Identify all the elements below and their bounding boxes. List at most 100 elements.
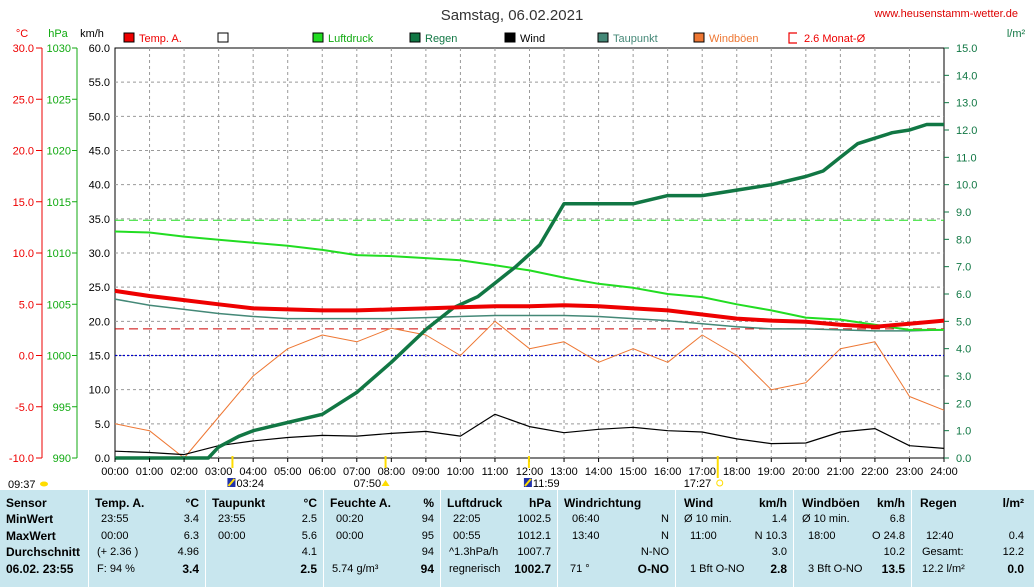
x-tick-label: 16:00 <box>654 466 682 478</box>
rain-total-value: 12.2 <box>1002 546 1024 558</box>
sun-icon <box>40 481 48 487</box>
temp-unit: °C <box>185 496 199 510</box>
legend-label: Taupunkt <box>613 33 658 45</box>
weather-chart: 00:00 01:00 02:00 03:00 04:00 05:00 06:00 07:00… <box>8 7 1026 490</box>
series-line-taupunkt <box>114 298 945 332</box>
humidity-min-time: 00:20 <box>336 513 364 525</box>
pressure-forecast: regnerisch <box>449 563 501 575</box>
pressure-max-value: 1012.1 <box>517 530 551 542</box>
winddir-column: Windrichtung 06:40 N 13:40 N N-NO 71 ° O… <box>558 490 675 587</box>
dew-max-time: 00:00 <box>218 530 246 542</box>
x-tick-label: 04:00 <box>239 466 267 478</box>
chart-axes: 00:00 01:00 02:00 03:00 04:00 05:00 06:00 07:00… <box>9 28 1026 478</box>
legend-swatch <box>693 32 705 43</box>
current-date: 06.02. 23:55 <box>6 562 74 576</box>
wind-tick-label: 45.0 <box>89 146 110 158</box>
dew-current-value: 2.5 <box>300 562 317 576</box>
pressure-column: Luftdruck hPa 22:05 1002.5 00:55 1012.1 … <box>441 490 557 587</box>
x-tick-label: 21:00 <box>827 466 855 478</box>
sensor-header: Sensor <box>6 496 47 510</box>
dew-max-value: 5.6 <box>301 530 317 542</box>
rain-max-time: 12:40 <box>926 530 954 542</box>
sun-event-label: 11:59 <box>533 478 560 490</box>
rain-tick-label: 14.0 <box>956 70 977 82</box>
humidity-max-time: 00:00 <box>336 530 364 542</box>
rain-tick-label: 6.0 <box>956 289 971 301</box>
temp-avg-note: (+ 2.36 ) <box>97 546 139 558</box>
legend-label: Windböen <box>709 33 759 45</box>
moon-phase-glyph <box>227 478 236 487</box>
wind-unit-label: km/h <box>80 28 104 40</box>
wind-tick-label: 55.0 <box>89 77 110 89</box>
wind-tick-label: 20.0 <box>89 316 110 328</box>
wind-unit: km/h <box>758 496 787 510</box>
rain-tick-label: 5.0 <box>956 316 971 328</box>
minwert-label: MinWert <box>6 512 54 526</box>
temp-tick-label: 10.0 <box>13 248 34 260</box>
x-tick-label: 07:00 <box>343 466 371 478</box>
rain-tick-label: 12.0 <box>956 125 977 137</box>
maxwert-label: MaxWert <box>6 529 56 543</box>
gust-bft: 3 Bft O-NO <box>808 563 863 575</box>
pressure-min-time: 22:05 <box>453 513 481 525</box>
winddir-current-value: O-NO <box>637 562 669 576</box>
series-line-regen <box>115 122 944 460</box>
rain-tick-label: 1.0 <box>956 426 971 438</box>
temp-tick-label: 25.0 <box>13 94 34 106</box>
pressure-avg-value: 1007.7 <box>517 546 551 558</box>
gust-unit: km/h <box>876 496 905 510</box>
temp-tick-label: 15.0 <box>13 197 34 209</box>
temp-min-time: 23:55 <box>101 513 129 525</box>
temp-current-value: 3.4 <box>182 562 199 576</box>
wind-tick-label: 50.0 <box>89 111 110 123</box>
legend-swatch <box>409 32 421 43</box>
humidity-max-value: 95 <box>421 530 434 542</box>
gust-max-time: 18:00 <box>808 530 836 542</box>
wind-avg-value: 3.0 <box>771 546 787 558</box>
pressure-unit: hPa <box>528 496 551 510</box>
x-tick-label: 05:00 <box>274 466 302 478</box>
legend-swatch <box>312 32 324 43</box>
wind-max-value: N 10.3 <box>754 530 787 542</box>
rain-max-value: 0.4 <box>1008 530 1024 542</box>
sun-event-label: 03:24 <box>236 478 264 490</box>
temp-tick-label: -10.0 <box>9 453 34 465</box>
humidity-header: Feuchte A. <box>330 496 391 510</box>
pressure-min-value: 1002.5 <box>517 513 551 525</box>
temp-tick-label: -5.0 <box>15 402 34 414</box>
sun-event-label: 17:27 <box>684 478 712 490</box>
dew-column: Taupunkt °C 23:55 2.5 00:00 5.6 4.1 2.5 <box>206 490 323 587</box>
legend-label: 2.6 Monat-Ø <box>804 33 866 45</box>
winddir-avg-value: N-NO <box>640 546 669 558</box>
temp-tick-label: 5.0 <box>19 299 34 311</box>
legend-swatch <box>597 32 609 43</box>
x-tick-label: 13:00 <box>550 466 578 478</box>
column-divider <box>911 490 912 587</box>
wind-tick-label: 30.0 <box>89 248 110 260</box>
temp-tick-label: 30.0 <box>13 43 34 55</box>
rain-tick-label: 7.0 <box>956 262 971 274</box>
winddir-min-value: N <box>661 513 669 525</box>
rain-column: Regen l/m² 12:40 0.4 Gesamt: 12.2 12.2 l… <box>912 490 1034 587</box>
moon-phase-glyph <box>524 478 532 487</box>
series-line-temp-a <box>114 288 945 329</box>
temp-tick-label: 0.0 <box>19 351 34 363</box>
wind-bft: 1 Bft O-NO <box>690 563 745 575</box>
rain-tick-label: 9.0 <box>956 207 971 219</box>
wind-current-value: 2.8 <box>770 562 787 576</box>
x-tick-label: 03:00 <box>205 466 233 478</box>
x-tick-label: 18:00 <box>723 466 751 478</box>
column-divider <box>557 490 558 587</box>
temp-header: Temp. A. <box>95 496 145 510</box>
series-line-wind <box>114 413 945 456</box>
pressure-tick-label: 1030 <box>47 43 71 55</box>
pressure-current-value: 1002.7 <box>514 562 551 576</box>
x-tick-label: 19:00 <box>758 466 786 478</box>
sensor-column: Sensor MinWert MaxWert Durchschnitt 06.0… <box>0 490 88 587</box>
pressure-tick-label: 1020 <box>47 146 71 158</box>
x-tick-label: 14:00 <box>585 466 613 478</box>
winddir-max-value: N <box>661 530 669 542</box>
wind-tick-label: 5.0 <box>95 419 110 431</box>
source-link[interactable]: www.heusenstamm-wetter.de <box>873 8 1018 20</box>
legend-label: Regen <box>425 33 457 45</box>
